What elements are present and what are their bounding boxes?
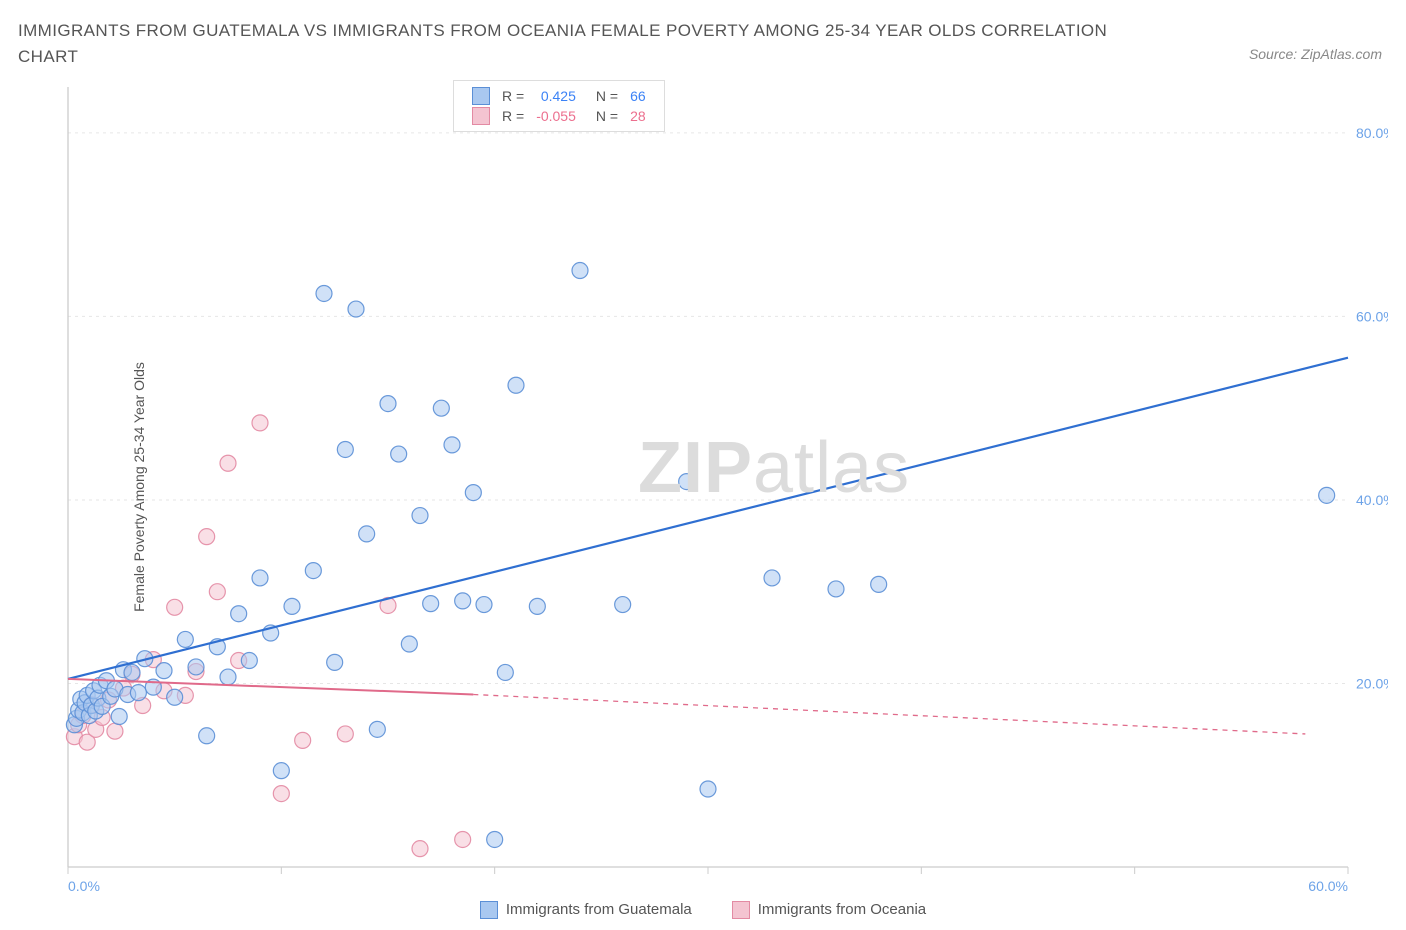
legend-swatch: [732, 901, 750, 919]
legend-r-label: R =: [496, 86, 530, 106]
legend-n-value: 66: [624, 86, 652, 106]
legend-swatch: [480, 901, 498, 919]
svg-text:40.0%: 40.0%: [1356, 492, 1388, 508]
legend-r-value: 0.425: [530, 86, 582, 106]
svg-text:80.0%: 80.0%: [1356, 125, 1388, 141]
legend-item: Immigrants from Oceania: [732, 901, 926, 919]
chart-container: Female Poverty Among 25-34 Year Olds ZIP…: [18, 77, 1388, 897]
legend-n-label: N =: [582, 86, 624, 106]
legend-n-value: 28: [624, 106, 652, 126]
svg-text:20.0%: 20.0%: [1356, 675, 1388, 691]
scatter-chart: 20.0% 40.0% 60.0% 80.0% 0.0% 60.0%: [18, 77, 1388, 897]
legend-swatch: [472, 87, 490, 105]
legend-bottom: Immigrants from Guatemala Immigrants from…: [18, 901, 1388, 919]
y-axis-title: Female Poverty Among 25-34 Year Olds: [131, 362, 147, 612]
legend-stats-row: R =0.425N =66: [466, 86, 652, 106]
legend-r-label: R =: [496, 106, 530, 126]
legend-stats-row: R =-0.055N =28: [466, 106, 652, 126]
legend-r-value: -0.055: [530, 106, 582, 126]
legend-stats-table: R =0.425N =66R =-0.055N =28: [466, 86, 652, 127]
legend-n-label: N =: [582, 106, 624, 126]
svg-text:0.0%: 0.0%: [68, 878, 100, 894]
legend-item: Immigrants from Guatemala: [480, 901, 692, 919]
svg-text:60.0%: 60.0%: [1308, 878, 1348, 894]
legend-label: Immigrants from Oceania: [758, 901, 926, 918]
header-row: IMMIGRANTS FROM GUATEMALA VS IMMIGRANTS …: [18, 18, 1388, 71]
chart-title: IMMIGRANTS FROM GUATEMALA VS IMMIGRANTS …: [18, 18, 1118, 71]
legend-swatch: [472, 107, 490, 125]
svg-text:60.0%: 60.0%: [1356, 308, 1388, 324]
legend-stats-box: R =0.425N =66R =-0.055N =28: [453, 80, 665, 133]
legend-label: Immigrants from Guatemala: [506, 901, 692, 918]
source-attribution: Source: ZipAtlas.com: [1249, 46, 1382, 62]
